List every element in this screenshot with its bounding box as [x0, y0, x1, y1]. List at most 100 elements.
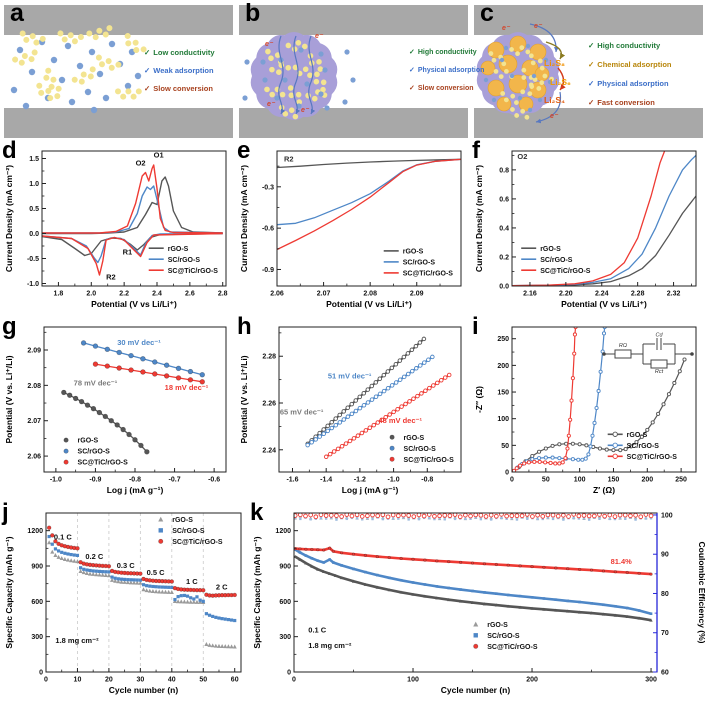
svg-text:150: 150 [497, 390, 509, 397]
svg-text:20: 20 [105, 677, 113, 684]
svg-text:1200: 1200 [275, 528, 291, 535]
svg-text:-1.0: -1.0 [50, 477, 62, 484]
svg-text:2.24: 2.24 [595, 291, 609, 298]
check-label: Low conductivity [153, 48, 215, 57]
panel-j: j 0 10 20 30 40 50 60 0 300 600 900 1200 Cycle numbe… [2, 499, 248, 702]
svg-text:SC@TiC/rGO-S: SC@TiC/rGO-S [404, 457, 455, 464]
svg-text:2.20: 2.20 [559, 291, 573, 298]
svg-text:40: 40 [168, 677, 176, 684]
electrode-bar-top [474, 5, 703, 35]
svg-text:0: 0 [505, 470, 509, 477]
svg-text:rGO-S: rGO-S [627, 432, 648, 439]
chart-h-svg: -1.6 -1.4 -1.2 -1.0 -0.8 2.24 2.26 2.28 Log j (m… [239, 326, 462, 495]
panel-b: e⁻ e⁻ e⁻ e⁻ b ✓ High conductivity ✓ Physical … [237, 0, 484, 140]
check-icon: ✓ [409, 85, 415, 92]
svg-text:51 mV dec⁻¹: 51 mV dec⁻¹ [328, 371, 372, 380]
svg-text:1.0: 1.0 [29, 181, 39, 188]
panel-d: d 1.8 2.0 2.2 2.4 2.6 2.8 -1.0 -0.5 0.0 0.5 1.0 1.5… [2, 137, 235, 316]
svg-text:2.28: 2.28 [262, 354, 276, 361]
svg-text:2.07: 2.07 [27, 418, 41, 425]
svg-text:R2: R2 [284, 154, 294, 163]
svg-text:Current Density (mA cm⁻²): Current Density (mA cm⁻²) [474, 165, 484, 272]
svg-text:0: 0 [44, 677, 48, 684]
panel-g: g -1.0 -0.9 -0.8 -0.7 -0.6 2.06 2.07 2.08 2.09 Lo… [2, 313, 235, 502]
svg-text:2.07: 2.07 [317, 291, 331, 298]
svg-text:SC/rGO-S: SC/rGO-S [172, 528, 205, 535]
svg-text:1.8: 1.8 [54, 291, 64, 298]
svg-text:rGO-S: rGO-S [172, 517, 193, 524]
svg-text:e⁻: e⁻ [267, 101, 276, 108]
check-label: Chemical adsorption [597, 60, 672, 69]
chart-f-svg: 2.16 2.20 2.24 2.28 2.32 0.0 0.2 0.4 0.6 0.8 Poten… [474, 150, 697, 309]
svg-text:2.08: 2.08 [27, 383, 41, 390]
svg-text:-0.7: -0.7 [169, 477, 181, 484]
panel-f: f 2.16 2.20 2.24 2.28 2.32 0.0 0.2 0.4 0.6 0.8 Pot… [472, 137, 705, 316]
panel-i: i RΩ Cd Rct 0 50 100 150 [472, 313, 705, 502]
svg-text:48 mV dec⁻¹: 48 mV dec⁻¹ [378, 416, 422, 425]
svg-text:2.32: 2.32 [667, 291, 681, 298]
circuit-wires [602, 338, 694, 369]
svg-text:1 C: 1 C [186, 577, 198, 586]
svg-text:O2: O2 [136, 159, 146, 168]
svg-text:18 mV dec⁻¹: 18 mV dec⁻¹ [165, 383, 209, 392]
svg-text:0.5: 0.5 [29, 206, 39, 213]
checklist-c: ✓ High conductivity ✓ Chemical adsorption … [588, 36, 671, 112]
svg-text:rGO-S: rGO-S [403, 249, 424, 256]
svg-text:100: 100 [407, 677, 419, 684]
svg-text:2.24: 2.24 [262, 447, 276, 454]
check-icon: ✓ [588, 79, 595, 88]
svg-text:-0.6: -0.6 [262, 226, 274, 233]
check-label: Weak adsorption [153, 66, 214, 75]
svg-text:65 mV dec⁻¹: 65 mV dec⁻¹ [280, 408, 324, 417]
circuit-label-rct: Rct [655, 369, 664, 374]
svg-text:SC/rGO-S: SC/rGO-S [487, 633, 520, 640]
svg-text:e⁻: e⁻ [301, 107, 310, 114]
panel-h: h -1.6 -1.4 -1.2 -1.0 -0.8 2.24 2.26 2.28 Log j … [237, 313, 470, 502]
svg-text:0: 0 [292, 677, 296, 684]
panel-label-f: f [472, 137, 480, 164]
svg-text:0.3 C: 0.3 C [117, 561, 136, 570]
svg-text:100: 100 [574, 477, 586, 484]
panel-c: e⁻ e⁻ e⁻ Li₂S₈ Li₂S₆ Li₂S₄ c ✓ High conductivi… [472, 0, 705, 140]
check-item: ✓ Low conductivity [144, 44, 215, 62]
check-label: High conductivity [597, 41, 661, 50]
check-icon: ✓ [409, 67, 415, 74]
svg-text:rGO-S: rGO-S [540, 246, 561, 253]
svg-text:1200: 1200 [27, 528, 43, 535]
svg-text:-1.6: -1.6 [286, 477, 298, 484]
svg-text:SC/rGO-S: SC/rGO-S [168, 257, 201, 264]
svg-text:900: 900 [31, 564, 43, 571]
svg-text:SC@TiC/rGO-S: SC@TiC/rGO-S [627, 454, 678, 461]
svg-text:2 C: 2 C [216, 583, 228, 592]
check-icon: ✓ [409, 49, 415, 56]
svg-text:80: 80 [661, 591, 669, 598]
svg-text:-0.9: -0.9 [89, 477, 101, 484]
svg-text:rGO-S: rGO-S [168, 246, 189, 253]
check-icon: ✓ [144, 84, 151, 93]
svg-text:O1: O1 [154, 151, 164, 160]
svg-text:SC/rGO-S: SC/rGO-S [403, 260, 436, 267]
svg-text:200: 200 [497, 363, 509, 370]
svg-text:250: 250 [675, 477, 687, 484]
svg-text:Log j (mA g⁻¹): Log j (mA g⁻¹) [342, 485, 399, 495]
panel-label-e: e [237, 137, 251, 164]
check-label: Physical adsorption [417, 67, 485, 74]
svg-text:-0.5: -0.5 [27, 256, 39, 263]
svg-text:Li₂S₆: Li₂S₆ [550, 77, 571, 87]
check-icon: ✓ [144, 48, 151, 57]
svg-text:0.2 C: 0.2 C [85, 552, 104, 561]
svg-text:SC@TiC/rGO-S: SC@TiC/rGO-S [172, 539, 223, 546]
svg-text:SC@TiC/rGO-S: SC@TiC/rGO-S [78, 460, 129, 467]
svg-text:SC/rGO-S: SC/rGO-S [540, 257, 573, 264]
svg-text:-0.8: -0.8 [421, 477, 433, 484]
svg-text:2.28: 2.28 [631, 291, 645, 298]
svg-text:2.08: 2.08 [363, 291, 377, 298]
svg-text:SC@TiC/rGO-S: SC@TiC/rGO-S [487, 644, 538, 651]
svg-text:300: 300 [279, 634, 291, 641]
check-item: ✓ Slow conversion [144, 80, 215, 98]
svg-text:0: 0 [39, 670, 43, 677]
svg-text:100: 100 [661, 512, 673, 519]
svg-text:250: 250 [497, 336, 509, 343]
chart-g-svg: -1.0 -0.9 -0.8 -0.7 -0.6 2.06 2.07 2.08 2.09 Log … [4, 326, 227, 495]
checklist-b: ✓ High conductivity ✓ Physical adsorption … [409, 44, 484, 98]
